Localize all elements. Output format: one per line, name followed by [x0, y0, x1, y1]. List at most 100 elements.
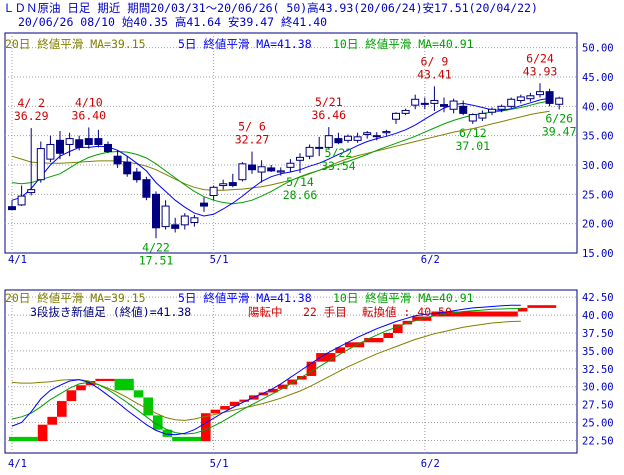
candle-body: [46, 143, 55, 160]
candle-body: [152, 193, 160, 229]
candle-body: [209, 186, 218, 197]
candle-body: [36, 148, 45, 181]
annotation-value: 36.29: [14, 109, 49, 123]
break-brick: [277, 384, 288, 389]
candle-body: [190, 217, 199, 223]
legend-entry: 20日 終値平滑 MA=39.15: [5, 37, 146, 51]
candle-body: [536, 91, 544, 96]
candle-body: [411, 98, 420, 106]
break-brick: [162, 429, 173, 437]
break-count: 22 手目: [303, 305, 347, 319]
y-tick-label: 22.50: [582, 435, 614, 447]
break-brick: [47, 416, 57, 425]
break-brick: [517, 307, 528, 312]
candle-body: [123, 161, 132, 175]
candle-body: [497, 105, 506, 110]
ohlc-summary: 20/06/26 08/10 始40.35 高41.64 安39.47 終41.…: [18, 15, 328, 29]
ma20-line: [11, 110, 550, 191]
y-tick-label: 40.00: [582, 310, 614, 322]
candle-body: [248, 164, 256, 171]
break-status-label: 3段抜き新値足 (終値)=41.38: [30, 305, 191, 319]
y-tick-label: 25.00: [582, 418, 614, 430]
candle-body: [8, 206, 16, 211]
candle-body: [180, 215, 189, 226]
candle-body: [507, 98, 516, 107]
candle-body: [200, 202, 208, 207]
candle-body: [94, 138, 103, 145]
annotation-value: 43.41: [417, 67, 452, 81]
break-brick: [37, 424, 48, 442]
candle-body: [315, 146, 324, 149]
candle-body: [75, 139, 84, 148]
break-brick: [229, 401, 240, 407]
candle-body: [132, 171, 141, 181]
break-brick: [76, 385, 86, 391]
candle-body: [353, 136, 362, 141]
candle-body: [430, 99, 439, 104]
y-tick-label: 35.00: [582, 131, 614, 143]
ma10-line: [11, 100, 550, 205]
legend-entry: 20日 終値平滑 MA=39.15: [5, 291, 146, 305]
ma5-line: [11, 304, 521, 436]
y-tick-label: 27.50: [582, 400, 614, 412]
annotation-value: 43.93: [523, 64, 558, 78]
break-brick: [57, 401, 67, 417]
x-tick-label: 6/2: [421, 458, 440, 470]
legend-entry: 5日 終値平滑 MA=41.38: [178, 37, 312, 51]
legend-entry: 10日 終値平滑 MA=40.91: [333, 291, 474, 305]
break-brick: [66, 390, 77, 402]
break-brick: [297, 375, 307, 380]
annotation-date: 5/14: [286, 175, 314, 189]
candle-body: [267, 167, 276, 172]
break-brick: [364, 338, 384, 343]
break-brick: [239, 399, 249, 402]
annotation-value: 32.27: [235, 133, 270, 147]
candle-body: [468, 114, 477, 122]
annotation-date: 4/ 2: [17, 96, 45, 110]
annotation-value: 33.54: [321, 159, 356, 173]
x-tick-label: 5/1: [210, 254, 229, 266]
candle-body: [363, 132, 372, 135]
x-tick-label: 5/1: [210, 458, 229, 470]
break-trend: 陽転中: [248, 305, 283, 319]
candle-body: [401, 109, 410, 114]
y-tick-label: 25.00: [582, 189, 614, 201]
candle-body: [488, 108, 496, 113]
break-brick: [268, 388, 278, 393]
candle-body: [27, 189, 36, 194]
break-brick: [143, 397, 153, 416]
x-tick-label: 6/2: [421, 254, 440, 266]
break-brick: [393, 324, 403, 333]
y-tick-label: 42.50: [582, 292, 614, 304]
candle-body: [344, 135, 352, 141]
candle-body: [334, 138, 343, 144]
break-brick: [316, 353, 336, 362]
candle-body: [257, 166, 266, 173]
break-brick: [220, 406, 230, 410]
break-brick: [306, 361, 317, 376]
break-brick: [345, 342, 365, 348]
break-reversal: 転換値 : 40.50: [362, 305, 452, 319]
candle-body: [382, 131, 391, 134]
candle-body: [449, 100, 458, 110]
candle-body: [228, 182, 237, 187]
candle-body: [56, 139, 64, 154]
y-tick-label: 40.00: [582, 101, 614, 113]
candle-body: [219, 183, 228, 187]
break-brick: [114, 378, 134, 391]
legend-entry: 5日 終値平滑 MA=41.38: [178, 291, 312, 305]
candle-body: [161, 205, 170, 228]
candle-body: [555, 97, 564, 105]
candle-body: [305, 146, 314, 157]
candle-body: [17, 195, 26, 206]
y-tick-label: 32.50: [582, 364, 614, 376]
y-tick-label: 30.00: [582, 160, 614, 172]
break-brick: [9, 436, 38, 442]
candle-body: [113, 155, 122, 165]
annotation-value: 36.46: [311, 108, 346, 122]
break-brick: [335, 347, 345, 354]
break-brick: [287, 379, 297, 385]
break-brick: [95, 378, 115, 381]
break-brick: [258, 392, 269, 396]
